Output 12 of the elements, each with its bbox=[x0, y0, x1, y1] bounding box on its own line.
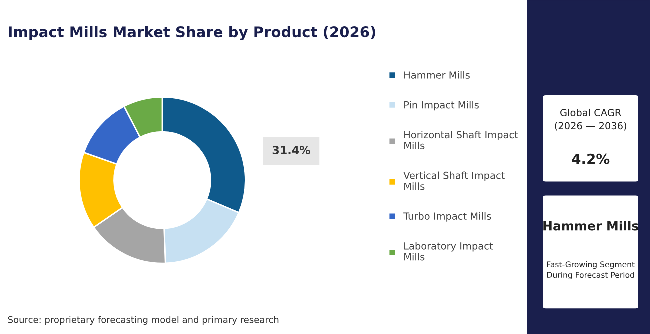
source-note: Source: proprietary forecasting model and primary research bbox=[8, 316, 279, 326]
legend-label: Laboratory Impact Mills bbox=[404, 242, 494, 261]
text: Hammer Mills bbox=[544, 221, 639, 231]
legend-label: Hammer Mills bbox=[404, 71, 470, 79]
chart-title: Impact Mills Market Share by Product (2026) bbox=[9, 26, 376, 41]
legend-label: Vertical Shaft Impact Mills bbox=[404, 172, 505, 190]
data-label: 31.4% bbox=[272, 146, 310, 154]
legend-label: Turbo Impact Mills bbox=[404, 212, 492, 222]
legend-label: Horizontal Shaft Impact Mills bbox=[404, 131, 518, 150]
legend-label: Pin Impact Mills bbox=[404, 101, 479, 111]
text: 4.2% bbox=[572, 154, 610, 164]
text: Global CAGR (2026 — 2036) bbox=[555, 108, 626, 131]
